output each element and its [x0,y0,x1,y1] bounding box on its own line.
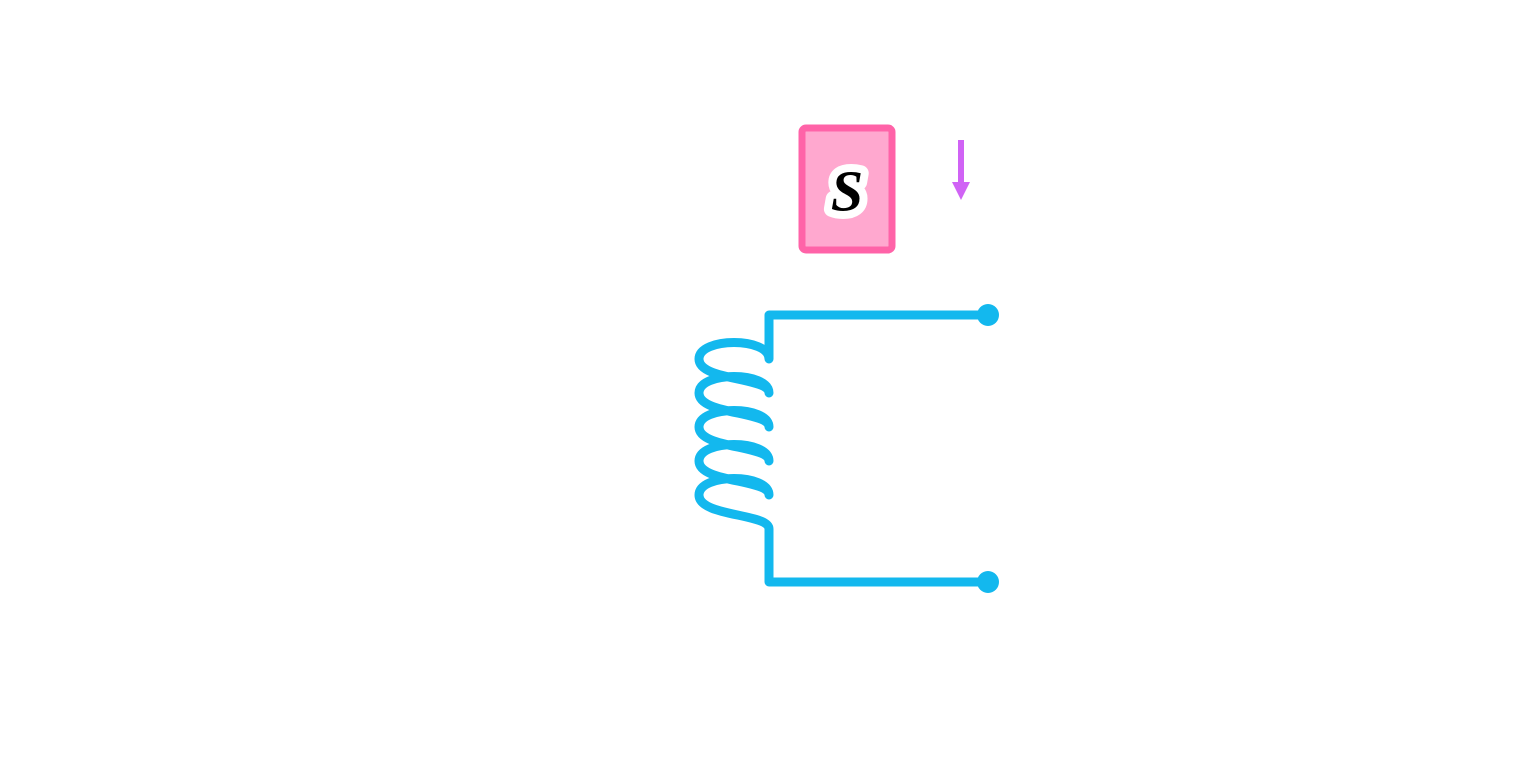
motion-arrow [952,140,970,200]
magnet: S S [802,128,892,250]
circuit-wire-and-coil [699,315,988,582]
physics-diagram: S S [0,0,1536,774]
terminal-top [977,304,999,326]
inductor-circuit [699,304,999,593]
terminal-bottom [977,571,999,593]
magnet-pole-label: S [831,159,863,224]
